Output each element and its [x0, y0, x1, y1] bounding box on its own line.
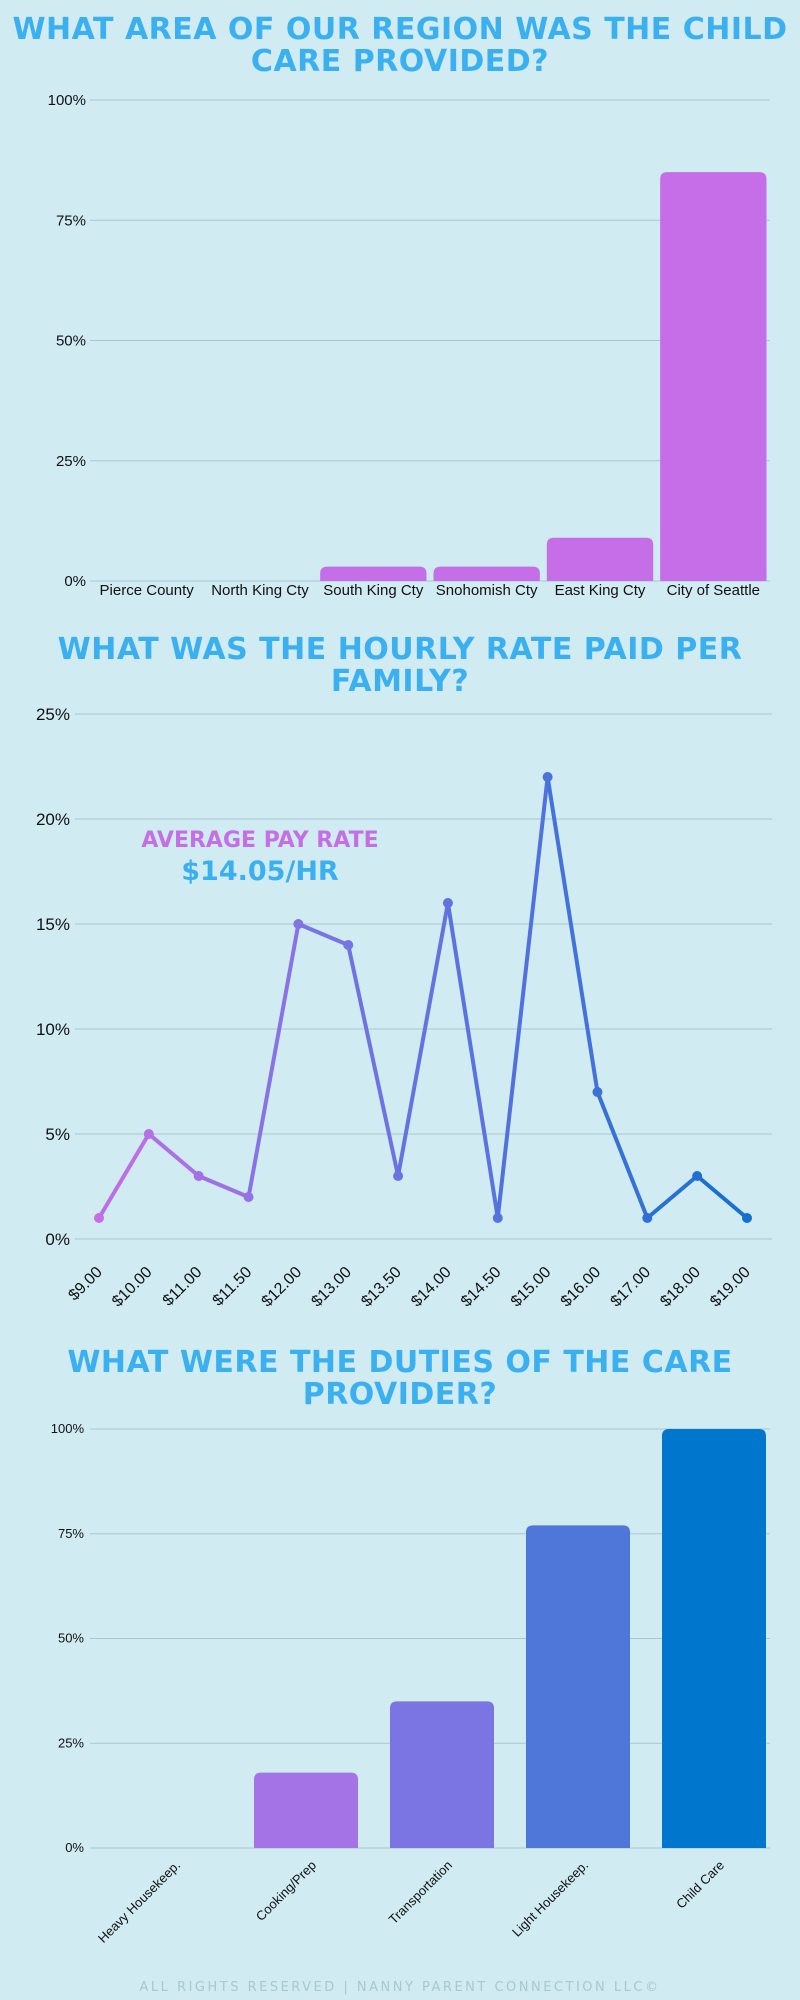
y-tick-label: 100% — [48, 92, 86, 109]
series-line-segment — [645, 1174, 700, 1220]
average-pay-rate-label: AVERAGE PAY RATE — [141, 828, 379, 853]
series-line-segment — [595, 1090, 650, 1220]
y-tick-label: 5% — [45, 1125, 70, 1144]
series-line-segment — [445, 901, 500, 1220]
x-tick-label: Heavy Housekeep. — [95, 1858, 183, 1946]
x-tick-label: South King Cty — [323, 582, 424, 599]
y-tick-label: 0% — [45, 1230, 70, 1249]
x-tick-label: Cooking/Prep — [253, 1858, 319, 1924]
data-point — [442, 898, 453, 908]
x-tick-label: Transportation — [386, 1858, 456, 1928]
y-tick-label: 75% — [58, 1526, 84, 1541]
footer: ALL RIGHTS RESERVED | NANNY PARENT CONNE… — [139, 1980, 661, 1995]
series-line-segment — [396, 901, 450, 1178]
x-tick-label: North King Cty — [211, 582, 309, 599]
x-tick-label: City of Seattle — [667, 582, 760, 599]
x-tick-label: Child Care — [673, 1858, 727, 1912]
y-tick-label: 100% — [51, 1421, 85, 1436]
data-point — [243, 1192, 254, 1202]
chart3-title: WHAT WERE THE DUTIES OF THE CARE PROVIDE… — [67, 1345, 733, 1412]
x-tick-label: East King Cty — [555, 582, 646, 599]
chart2-title: WHAT WAS THE HOURLY RATE PAID PER FAMILY… — [57, 632, 743, 699]
y-tick-label: 25% — [56, 453, 86, 470]
y-tick-label: 25% — [58, 1735, 84, 1750]
data-point — [692, 1171, 703, 1181]
series-line-segment — [296, 922, 351, 947]
data-point — [642, 1213, 653, 1223]
data-point — [542, 772, 553, 782]
bar — [660, 172, 767, 581]
series-line-segment — [196, 1174, 251, 1199]
average-pay-rate-value: $14.05/HR — [181, 856, 339, 887]
y-tick-label: 0% — [65, 1840, 84, 1855]
data-point — [293, 919, 304, 929]
bar — [546, 537, 654, 581]
data-point — [592, 1087, 603, 1097]
series-line-segment — [495, 775, 550, 1220]
bar — [390, 1701, 494, 1848]
y-tick-label: 15% — [36, 915, 70, 934]
data-point — [143, 1129, 154, 1139]
bar — [320, 566, 427, 581]
bar — [662, 1429, 766, 1848]
series-line-segment — [97, 1132, 151, 1220]
series-line-segment — [246, 922, 301, 1199]
bar — [254, 1772, 358, 1848]
y-tick-label: 50% — [56, 333, 86, 350]
y-tick-label: 50% — [58, 1631, 84, 1646]
y-tick-label: 75% — [56, 212, 86, 229]
data-point — [393, 1171, 404, 1181]
data-point — [343, 940, 354, 950]
series-line-segment — [346, 943, 401, 1178]
data-point — [94, 1213, 104, 1223]
bar — [526, 1525, 630, 1848]
y-tick-label: 25% — [36, 705, 70, 724]
chart1-title: WHAT AREA OF OUR REGION WAS THE CHILD CA… — [12, 12, 788, 79]
x-tick-label: Snohomish Cty — [436, 582, 538, 599]
data-point — [492, 1213, 503, 1223]
y-tick-label: 0% — [64, 573, 86, 590]
series-line-segment — [146, 1132, 201, 1178]
data-point — [193, 1171, 204, 1181]
series-line-segment — [695, 1174, 749, 1220]
y-tick-label: 20% — [36, 810, 70, 829]
series-line-segment — [545, 775, 600, 1094]
y-tick-label: 10% — [36, 1020, 70, 1039]
x-tick-label: Pierce County — [100, 582, 195, 599]
data-point — [742, 1213, 752, 1223]
bar — [433, 566, 540, 581]
region-bar-chart: 0% 25% 50% 75% 100% Pierce County North King C… — [48, 92, 770, 599]
x-tick-label: Light Housekeep. — [509, 1858, 591, 1940]
